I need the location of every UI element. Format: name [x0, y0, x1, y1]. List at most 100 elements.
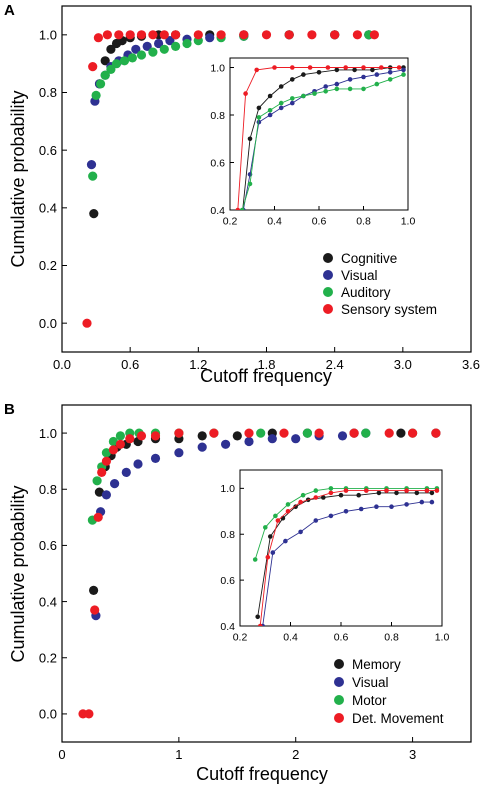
panel-a-inset-point-sensory-system	[361, 65, 366, 70]
panel-b-point-memory	[396, 428, 406, 438]
panel-b-point-det-movement	[97, 467, 107, 477]
legend-label-motor: Motor	[352, 693, 387, 708]
panel-b-inset-y-tick-label: 0.8	[220, 529, 235, 541]
panel-a-inset-point-cognitive	[267, 93, 273, 99]
panel-a-inset-point-visual	[334, 81, 340, 87]
panel-b-y-tick-label: 0.8	[39, 482, 57, 497]
panel-a-point-sensory-system	[261, 30, 272, 40]
panel-b-inset-point-det-movement	[265, 554, 271, 560]
panel-a-point-auditory	[100, 70, 110, 80]
panel-b-point-det-movement	[150, 431, 161, 441]
panel-b-point-visual	[133, 459, 143, 469]
panel-b-inset-point-memory	[338, 492, 344, 498]
panel-b-point-det-movement	[244, 428, 254, 438]
panel-a-inset-point-auditory	[387, 77, 393, 82]
panel-a-letter: A	[4, 2, 15, 19]
panel-b-inset-point-motor	[273, 513, 278, 519]
panel-a-inset-point-auditory	[301, 93, 306, 99]
panel-a-point-auditory	[182, 38, 192, 49]
panel-a-point-sensory-system	[307, 30, 317, 40]
panel-b-inset-point-det-movement	[384, 488, 389, 493]
panel-b-point-motor	[108, 436, 118, 447]
panel-b-point-visual	[244, 436, 254, 447]
panel-b-x-tick-label: 2	[292, 747, 299, 762]
panel-a-inset-point-auditory	[323, 89, 329, 94]
panel-b-inset-series	[252, 486, 440, 626]
panel-b: B Cumulative probability Cutoff frequenc…	[4, 401, 472, 784]
panel-b-inset-point-det-movement	[313, 495, 319, 500]
panel-a-inset-point-visual	[290, 100, 295, 106]
panel-b-inset-series-memory	[255, 490, 435, 620]
panel-b-point-motor	[92, 476, 102, 486]
panel-b-point-det-movement	[84, 709, 94, 719]
panel-a-inset-y-tick-label: 0.6	[210, 157, 225, 169]
panel-b-point-visual	[221, 439, 231, 449]
panel-a-inset-point-visual	[267, 112, 273, 118]
panel-a-point-cognitive	[100, 56, 110, 66]
panel-a-inset-point-auditory	[278, 100, 284, 106]
panel-b-inset-point-det-movement	[275, 518, 281, 523]
panel-b-y-tick-label: 0.0	[39, 707, 57, 722]
panel-a-point-sensory-system	[284, 30, 294, 40]
panel-a-point-visual	[154, 38, 164, 49]
panel-b-point-det-movement	[279, 428, 289, 438]
panel-a-inset-point-cognitive	[247, 136, 253, 142]
panel-b-x-tick-label: 1	[175, 747, 182, 762]
panel-b-inset-point-visual	[389, 504, 394, 510]
panel-a-point-sensory-system	[216, 30, 226, 40]
panel-b-point-det-movement	[314, 428, 324, 438]
panel-a-inset-point-sensory-system	[272, 65, 277, 70]
panel-b-point-motor	[361, 428, 371, 438]
panel-b-point-visual	[197, 442, 207, 452]
panel-a-inset-ticks: 0.2 0.4 0.6 0.8 1.00.40.60.81.0	[210, 62, 415, 227]
panel-b-point-memory	[232, 431, 242, 441]
panel-a-inset-point-cognitive	[352, 67, 357, 73]
panel-a-point-auditory	[106, 64, 116, 74]
panel-a-inset-point-sensory-system	[325, 65, 331, 70]
panel-b-point-det-movement	[101, 456, 111, 466]
panel-b-inset-point-motor	[313, 488, 319, 493]
legend-marker-det-movement	[334, 713, 344, 723]
panel-a-series-sensory-system	[82, 30, 379, 328]
panel-b-point-memory	[197, 431, 207, 441]
panel-b-point-visual	[121, 467, 131, 477]
panel-a-series	[82, 30, 379, 328]
panel-b-inset-y-tick-label: 1.0	[220, 483, 235, 495]
panel-a-point-visual	[131, 44, 141, 54]
panel-b-inset-y-tick-label: 0.6	[220, 575, 235, 587]
panel-a-inset-point-sensory-system	[307, 65, 313, 70]
panel-a-inset-point-auditory	[247, 181, 253, 187]
panel-b-inset-series-det-movement	[257, 488, 440, 626]
panel-b-point-visual	[267, 434, 277, 444]
panel-b-point-motor	[302, 428, 312, 438]
panel-a-inset-point-auditory	[267, 108, 273, 113]
panel-a-x-tick-label: 1.8	[257, 357, 275, 372]
panel-a-y-tick-label: 0.0	[39, 316, 57, 331]
panel-a-point-sensory-system	[369, 30, 379, 40]
panel-a-x-tick-label: 0.0	[53, 357, 71, 372]
panel-b-letter: B	[4, 401, 15, 418]
panel-a-legend: Cognitive Visual Auditory Sensory system	[323, 251, 437, 317]
panel-b-inset-point-visual	[374, 504, 379, 510]
panel-b-point-visual	[101, 490, 111, 500]
panel-b-inset-point-visual	[313, 518, 319, 523]
panel-b-inset-point-visual	[298, 529, 303, 535]
panel-a-point-visual	[86, 160, 97, 170]
legend-label-visual: Visual	[341, 268, 378, 283]
panel-a-point-auditory	[96, 79, 106, 89]
panel-b-series-det-movement	[78, 428, 441, 719]
panel-a-inset-y-tick-label: 0.8	[210, 110, 225, 122]
panel-a-x-tick-label: 2.4	[326, 357, 344, 372]
legend-label-det-movement: Det. Movement	[352, 711, 444, 726]
panel-b-inset-point-det-movement	[328, 490, 334, 496]
panel-a-y-axis-label: Cumulative probability	[8, 90, 28, 267]
legend-marker-sensory-system	[323, 304, 333, 314]
panel-b-inset-point-det-movement	[257, 623, 263, 626]
panel-a-point-sensory-system	[330, 30, 340, 40]
panel-b-inset-x-tick-label: 1.0	[435, 632, 450, 644]
panel-a-point-auditory	[171, 41, 181, 52]
panel-a-x-tick-label: 3.6	[462, 357, 480, 372]
legend-label-memory: Memory	[352, 657, 401, 672]
panel-b-inset-point-det-movement	[285, 509, 291, 514]
panel-b-y-tick-label: 0.4	[39, 594, 57, 609]
